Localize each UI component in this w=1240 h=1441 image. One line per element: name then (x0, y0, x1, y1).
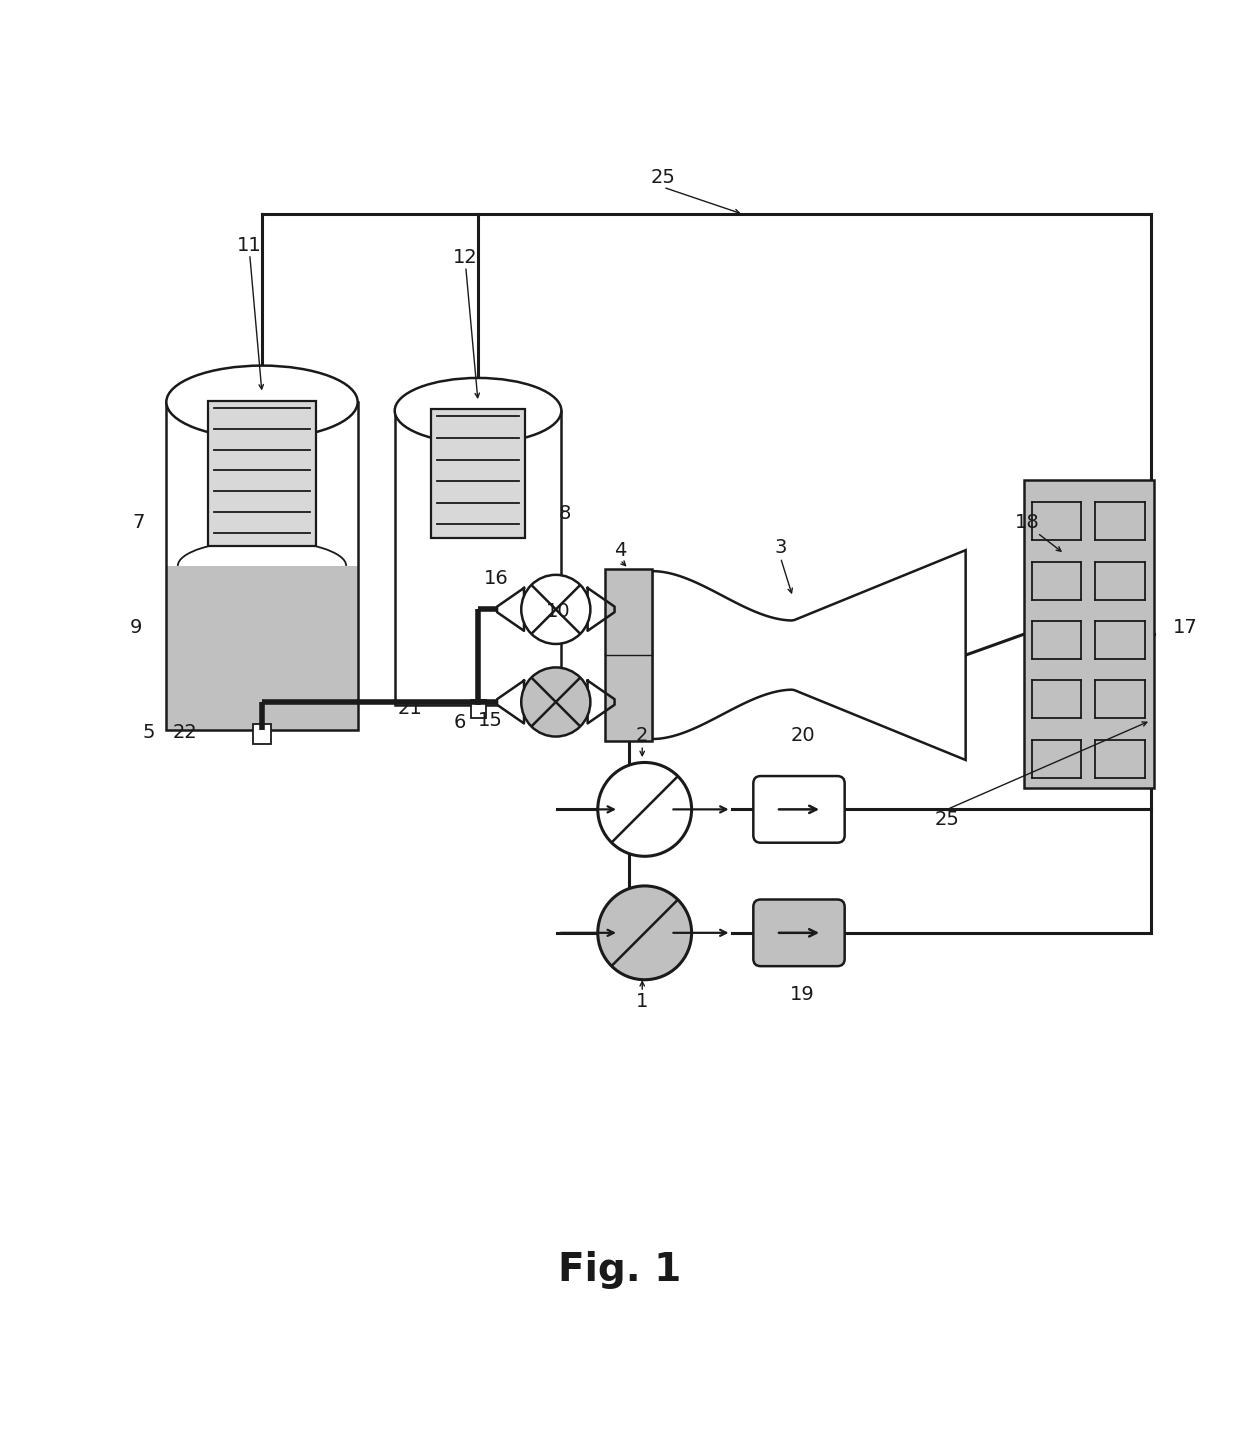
Text: 5: 5 (143, 723, 155, 742)
Text: 22: 22 (174, 723, 198, 742)
Text: 12: 12 (454, 248, 479, 267)
Bar (470, 700, 486, 718)
Text: 19: 19 (790, 986, 815, 1004)
Ellipse shape (394, 378, 562, 444)
Text: 21: 21 (398, 699, 423, 718)
FancyBboxPatch shape (754, 899, 844, 965)
Bar (432, 409, 525, 539)
Text: 9: 9 (130, 618, 143, 637)
Text: 3: 3 (774, 537, 786, 558)
Bar (166, 566, 357, 729)
Text: 25: 25 (651, 167, 676, 187)
Bar (1024, 480, 1154, 788)
Bar (394, 411, 562, 705)
Circle shape (598, 886, 692, 980)
Ellipse shape (166, 366, 357, 438)
Text: 20: 20 (790, 726, 815, 745)
Text: 1: 1 (636, 993, 649, 1012)
Text: 11: 11 (237, 236, 262, 255)
Text: 7: 7 (133, 513, 145, 533)
Circle shape (521, 667, 590, 736)
Text: 2: 2 (636, 726, 649, 745)
Text: 17: 17 (1173, 618, 1198, 637)
Polygon shape (497, 680, 525, 723)
Polygon shape (588, 588, 615, 631)
Text: 18: 18 (1016, 513, 1040, 533)
Text: 4: 4 (614, 540, 626, 559)
Text: 8: 8 (558, 503, 570, 523)
Polygon shape (652, 550, 966, 759)
Bar (207, 401, 316, 546)
Text: 16: 16 (484, 569, 508, 588)
Text: 10: 10 (546, 602, 570, 621)
Text: Fig. 1: Fig. 1 (558, 1251, 682, 1288)
Text: 6: 6 (454, 713, 466, 732)
Circle shape (598, 762, 692, 856)
Bar (166, 402, 357, 729)
FancyBboxPatch shape (754, 777, 844, 843)
Bar (253, 725, 270, 745)
Text: 25: 25 (935, 810, 960, 829)
Text: 15: 15 (477, 710, 503, 731)
Polygon shape (588, 680, 615, 723)
Bar (605, 569, 652, 742)
Polygon shape (497, 588, 525, 631)
Circle shape (521, 575, 590, 644)
